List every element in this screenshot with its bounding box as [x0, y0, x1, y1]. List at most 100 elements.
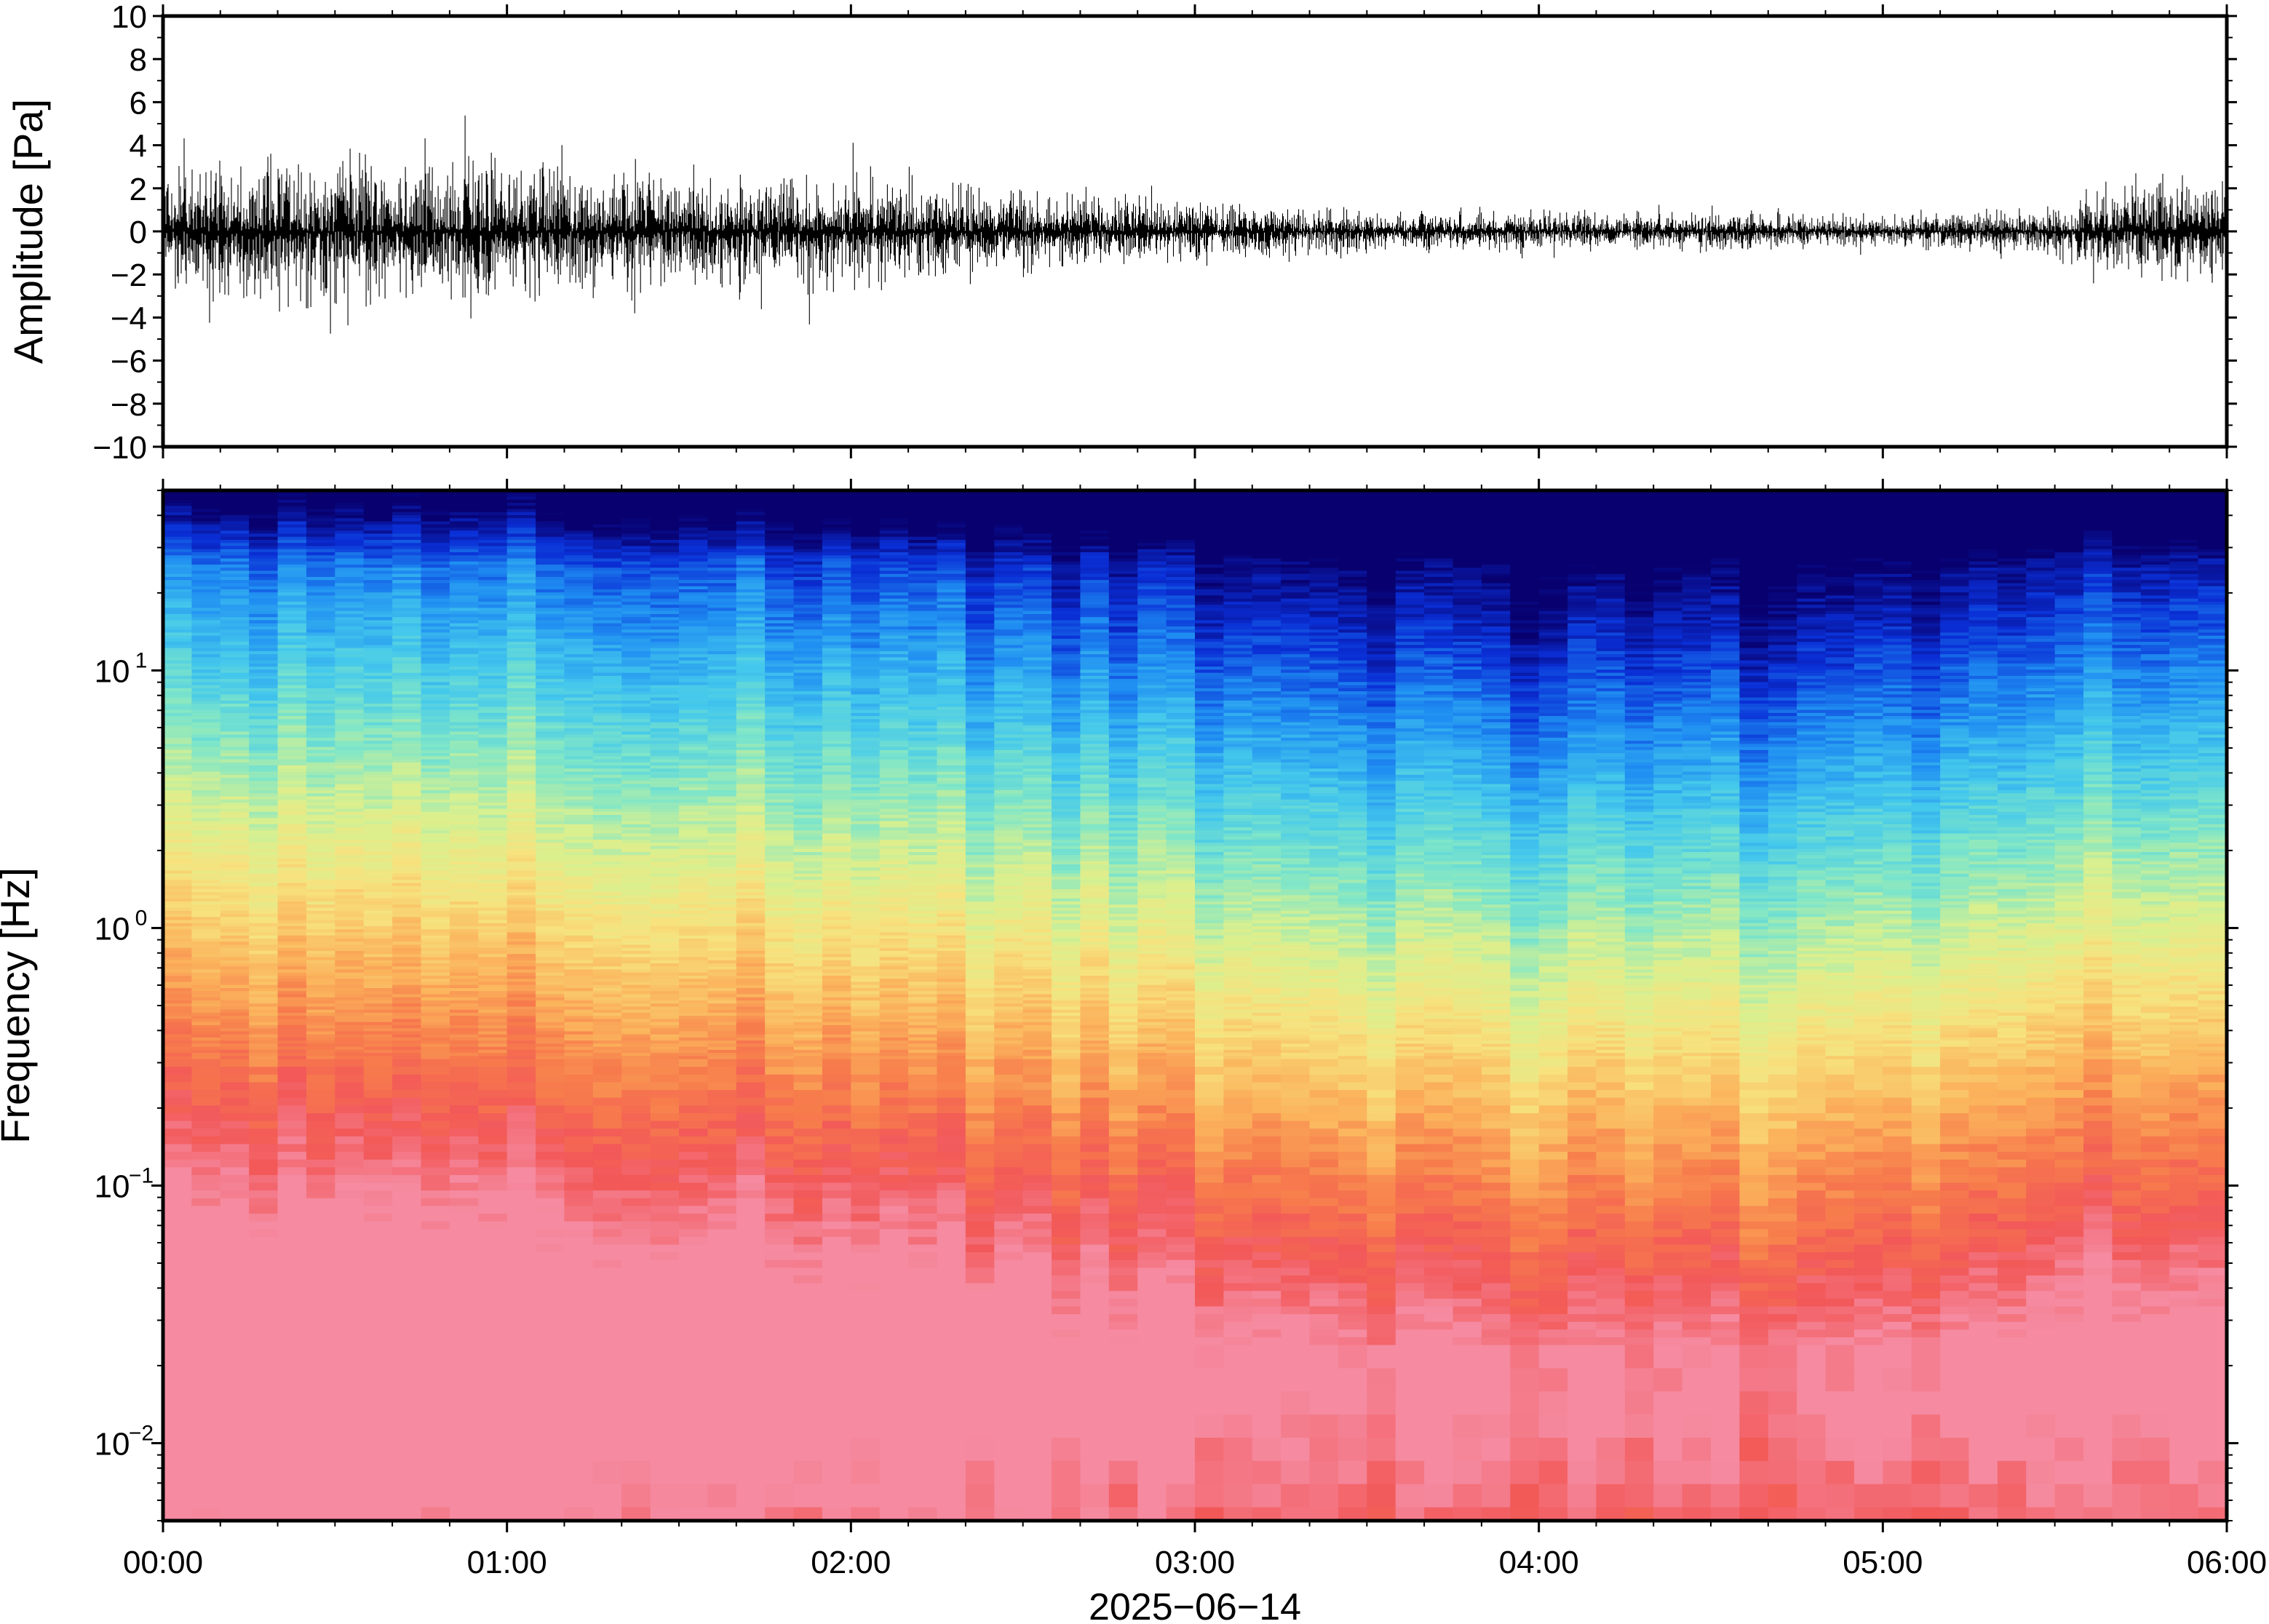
- spectrogram-cell: [220, 543, 250, 547]
- spectrogram-cell: [421, 1059, 450, 1067]
- spectrogram-cell: [363, 509, 393, 513]
- spectrogram-cell: [164, 595, 193, 600]
- spectrogram-cell: [392, 784, 422, 788]
- spectrogram-cell: [449, 972, 480, 976]
- spectrogram-cell: [707, 496, 737, 501]
- spectrogram-cell: [650, 836, 680, 840]
- spectrogram-cell: [564, 685, 594, 689]
- spectrogram-cell: [249, 629, 279, 634]
- spectrogram-cell: [707, 840, 737, 843]
- spectrogram-cell: [392, 610, 422, 615]
- spectrogram-cell: [191, 861, 221, 865]
- spectrogram-cell: [421, 589, 450, 593]
- spectrogram-cell: [220, 929, 250, 934]
- spectrogram-cell: [536, 1043, 565, 1048]
- spectrogram-cell: [164, 861, 193, 865]
- spectrogram-cell: [249, 543, 279, 547]
- spectrogram-cell: [621, 994, 651, 998]
- spectrogram-cell: [306, 722, 336, 726]
- spectrogram-cell: [164, 1206, 193, 1214]
- spectrogram-cell: [592, 688, 623, 692]
- spectrogram-cell: [363, 635, 393, 640]
- spectrogram-cell: [277, 1252, 307, 1261]
- spectrogram-cell: [421, 1244, 450, 1253]
- spectrogram-cell: [392, 648, 422, 652]
- spectrogram-cell: [306, 1391, 336, 1415]
- spectrogram-cell: [220, 583, 250, 587]
- spectrogram-cell: [335, 672, 365, 677]
- spectrogram-cell: [249, 1345, 279, 1369]
- spectrogram-cell: [164, 997, 193, 1001]
- spectrogram-cell: [335, 888, 365, 893]
- spectrogram-cell: [335, 512, 365, 516]
- spectrogram-cell: [765, 790, 795, 794]
- spectrogram-cell: [707, 1034, 737, 1038]
- spectrogram-cell: [650, 938, 680, 942]
- spectrogram-cell: [736, 675, 766, 680]
- spectrogram-cell: [335, 1022, 365, 1026]
- spectrogram-cell: [164, 1345, 193, 1369]
- spectrogram-cell: [707, 552, 737, 556]
- spectrogram-cell: [506, 957, 536, 961]
- spectrogram-cell: [621, 1306, 651, 1315]
- spectrogram-cell: [478, 781, 508, 785]
- spectrogram-cell: [707, 1206, 737, 1214]
- spectrogram-cell: [536, 679, 565, 682]
- spectrogram-cell: [363, 898, 393, 902]
- spectrogram-cell: [621, 1067, 651, 1075]
- spectrogram-cell: [277, 586, 307, 590]
- spectrogram-cell: [592, 926, 623, 930]
- spectrogram-cell: [707, 1053, 737, 1056]
- spectrogram-cell: [449, 913, 480, 918]
- spectrogram-cell: [679, 824, 709, 828]
- spectrogram-cell: [335, 960, 365, 964]
- spectrogram-cell: [306, 910, 336, 915]
- spectrogram-cell: [506, 573, 536, 578]
- spectrogram-cell: [249, 568, 279, 572]
- spectrogram-cell: [592, 997, 623, 1001]
- spectrogram-cell: [736, 864, 766, 868]
- spectrogram-cell: [621, 1031, 651, 1035]
- spectrogram-cell: [277, 645, 307, 649]
- spectrogram-cell: [707, 765, 737, 769]
- spectrogram-cell: [335, 929, 365, 934]
- spectrogram-cell: [592, 598, 623, 602]
- spectrogram-cell: [592, 601, 623, 605]
- spectrogram-cell: [191, 712, 221, 717]
- spectrogram-cell: [249, 1337, 279, 1346]
- spectrogram-cell: [506, 938, 536, 942]
- spectrogram-cell: [220, 1229, 250, 1238]
- spectrogram-cell: [306, 803, 336, 806]
- spectrogram-cell: [736, 942, 766, 946]
- spectrogram-cell: [220, 546, 250, 550]
- spectrogram-cell: [650, 1031, 680, 1035]
- spectrogram-cell: [592, 1306, 623, 1315]
- spectrogram-cell: [277, 1082, 307, 1091]
- spectrogram-cell: [506, 774, 536, 779]
- spectrogram-cell: [191, 938, 221, 942]
- spectrogram-cell: [478, 947, 508, 952]
- spectrogram-cell: [650, 1329, 680, 1338]
- spectrogram-cell: [564, 1214, 594, 1222]
- spectrogram-cell: [536, 1190, 565, 1199]
- spectrogram-cell: [592, 521, 623, 525]
- spectrogram-cell: [421, 1006, 450, 1011]
- spectrogram-cell: [306, 549, 336, 553]
- spectrogram-cell: [478, 1259, 508, 1268]
- spectrogram-cell: [363, 568, 393, 572]
- spectrogram-cell: [536, 1329, 565, 1338]
- spectrogram-cell: [707, 573, 737, 578]
- spectrogram-cell: [421, 987, 450, 992]
- spectrogram-cell: [392, 530, 422, 535]
- spectrogram-cell: [621, 895, 651, 899]
- spectrogram-cell: [363, 706, 393, 711]
- spectrogram-cell: [363, 1198, 393, 1207]
- spectrogram-cell: [392, 778, 422, 781]
- spectrogram-cell: [277, 533, 307, 538]
- spectrogram-cell: [736, 907, 766, 912]
- spectrogram-cell: [679, 867, 709, 872]
- spectrogram-cell: [449, 942, 480, 946]
- spectrogram-cell: [335, 1012, 365, 1016]
- spectrogram-cell: [478, 675, 508, 680]
- spectrogram-cell: [191, 663, 221, 667]
